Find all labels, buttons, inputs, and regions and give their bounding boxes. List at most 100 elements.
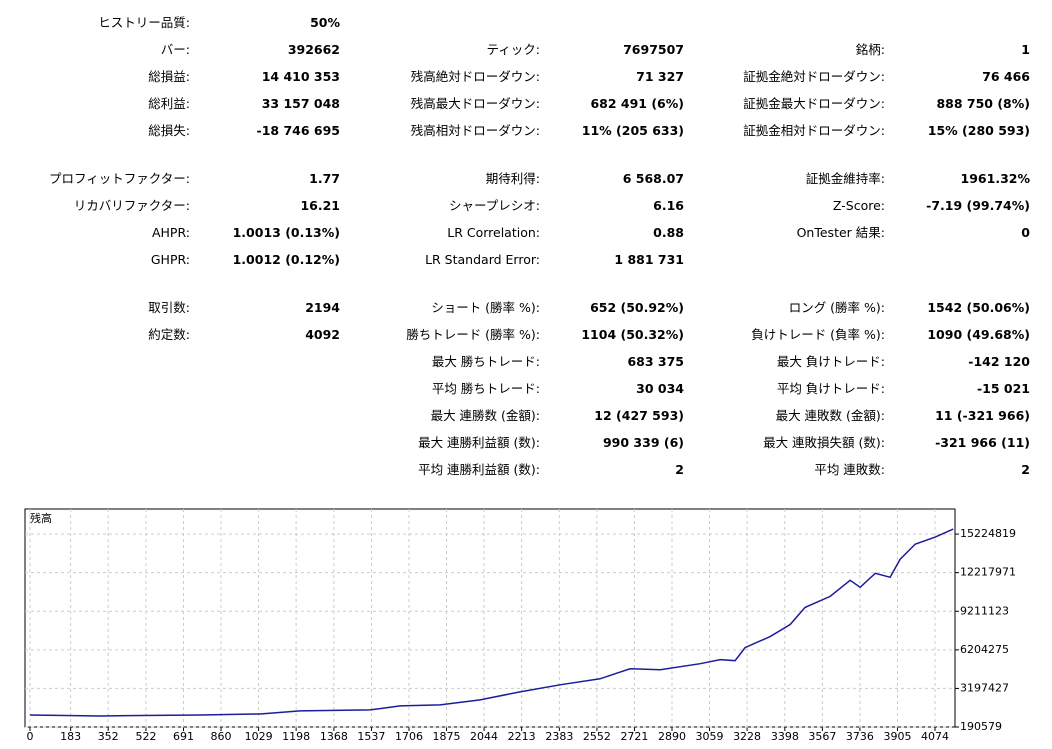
stat-value: 16.21	[300, 198, 340, 213]
stats-row: プロフィットファクター: 1.77 期待利得: 6 568.07 証拠金維持率: 1961…	[0, 165, 1052, 192]
x-tick-label: 2383	[545, 730, 573, 743]
stat-label: ロング (勝率 %):	[788, 300, 885, 315]
stat-label: プロフィットファクター:	[49, 171, 190, 186]
stat-value: 7697507	[623, 42, 684, 57]
stat-value: 2	[1021, 462, 1030, 477]
x-tick-label: 2890	[658, 730, 686, 743]
stat-value: 652 (50.92%)	[590, 300, 684, 315]
stat-value: 15% (280 593)	[927, 123, 1030, 138]
stats-section: プロフィットファクター: 1.77 期待利得: 6 568.07 証拠金維持率: 1961…	[0, 165, 1052, 273]
stat-value: 33 157 048	[261, 96, 340, 111]
stat-label: バー:	[160, 42, 190, 57]
stat-label: 総損失:	[148, 123, 190, 138]
stats-row: 平均 連勝利益額 (数): 2 平均 連敗数: 2	[0, 456, 1052, 483]
stat-value: 1090 (49.68%)	[927, 327, 1030, 342]
x-tick-label: 860	[211, 730, 232, 743]
stats: ヒストリー品質: 50% バー: 392662 ティック: 7697507 銘柄: 1 総損益:…	[0, 9, 1052, 504]
stat-label: 残高最大ドローダウン:	[410, 96, 540, 111]
stats-row: 最大 連勝利益額 (数): 990 339 (6) 最大 連敗損失額 (数): -32…	[0, 429, 1052, 456]
stat-value: 0	[1021, 225, 1030, 240]
y-tick-label: 6204275	[960, 643, 1009, 656]
chart-title: 残高	[30, 511, 52, 525]
x-tick-label: 2552	[583, 730, 611, 743]
x-tick-label: 3059	[696, 730, 724, 743]
stat-label: シャープレシオ:	[449, 198, 540, 213]
stat-value: 12 (427 593)	[594, 408, 684, 423]
stat-value: 30 034	[636, 381, 684, 396]
x-tick-label: 1706	[395, 730, 423, 743]
stat-value: -142 120	[968, 354, 1030, 369]
x-tick-label: 3905	[883, 730, 911, 743]
x-tick-label: 3736	[846, 730, 874, 743]
stat-label: リカバリファクター:	[73, 198, 190, 213]
stat-label: 平均 負けトレード:	[776, 381, 885, 396]
x-tick-label: 2044	[470, 730, 498, 743]
y-tick-label: 190579	[960, 720, 1002, 733]
stats-row: 平均 勝ちトレード: 30 034 平均 負けトレード: -15 021	[0, 375, 1052, 402]
stat-value: 4092	[305, 327, 340, 342]
stats-row: 最大 勝ちトレード: 683 375 最大 負けトレード: -142 120	[0, 348, 1052, 375]
x-tick-label: 1537	[357, 730, 385, 743]
stat-value: 1961.32%	[960, 171, 1030, 186]
stat-label: GHPR:	[150, 252, 190, 267]
stat-label: 負けトレード (負率 %):	[751, 327, 885, 342]
stat-label: 総損益:	[148, 69, 190, 84]
stat-label: 証拠金相対ドローダウン:	[743, 123, 885, 138]
stat-label: 残高絶対ドローダウン:	[410, 69, 540, 84]
stat-value: 14 410 353	[261, 69, 340, 84]
stat-label: 残高相対ドローダウン:	[410, 123, 540, 138]
balance-line	[29, 528, 954, 717]
stat-label: 銘柄:	[855, 42, 885, 57]
x-tick-label: 522	[135, 730, 156, 743]
stat-label: 約定数:	[148, 327, 190, 342]
stat-label: 最大 勝ちトレード:	[431, 354, 540, 369]
x-tick-label: 183	[60, 730, 81, 743]
x-tick-label: 0	[27, 730, 34, 743]
stat-label: ショート (勝率 %):	[431, 300, 540, 315]
stat-label: 総利益:	[148, 96, 190, 111]
stat-value: 6.16	[653, 198, 684, 213]
stats-row: 総損失: -18 746 695 残高相対ドローダウン: 11% (205 633) 証…	[0, 117, 1052, 144]
y-tick-label: 15224819	[960, 527, 1016, 540]
stat-value: -15 021	[976, 381, 1030, 396]
stat-label: 最大 負けトレード:	[776, 354, 885, 369]
stat-label: 最大 連敗損失額 (数):	[763, 435, 885, 450]
stat-label: AHPR:	[151, 225, 190, 240]
x-tick-label: 1029	[245, 730, 273, 743]
stat-value: 683 375	[627, 354, 684, 369]
stat-value: 1542 (50.06%)	[927, 300, 1030, 315]
stat-value: 2	[675, 462, 684, 477]
stat-label: 平均 勝ちトレード:	[431, 381, 540, 396]
stat-value: 6 568.07	[622, 171, 684, 186]
stat-value: -321 966 (11)	[935, 435, 1030, 450]
stats-row: バー: 392662 ティック: 7697507 銘柄: 1	[0, 36, 1052, 63]
stat-label: LR Correlation:	[447, 225, 540, 240]
stat-value: 682 491 (6%)	[590, 96, 684, 111]
stats-row: 取引数: 2194 ショート (勝率 %): 652 (50.92%) ロング (勝率 …	[0, 294, 1052, 321]
x-tick-label: 2213	[508, 730, 536, 743]
stat-label: 最大 連勝利益額 (数):	[418, 435, 540, 450]
x-tick-label: 1875	[433, 730, 461, 743]
stat-value: 1104 (50.32%)	[581, 327, 684, 342]
stat-value: 11% (205 633)	[581, 123, 684, 138]
stat-label: 証拠金維持率:	[805, 171, 885, 186]
x-tick-label: 3567	[808, 730, 836, 743]
stat-label: LR Standard Error:	[425, 252, 540, 267]
stat-label: Z-Score:	[832, 198, 885, 213]
stats-row: 総利益: 33 157 048 残高最大ドローダウン: 682 491 (6%) 証拠金…	[0, 90, 1052, 117]
stat-value: 1	[1021, 42, 1030, 57]
stat-value: 1 881 731	[614, 252, 684, 267]
x-tick-label: 691	[173, 730, 194, 743]
stat-value: 76 466	[982, 69, 1030, 84]
x-tick-label: 3398	[771, 730, 799, 743]
stats-row: AHPR: 1.0013 (0.13%) LR Correlation: 0.88 On…	[0, 219, 1052, 246]
x-tick-label: 352	[98, 730, 119, 743]
stat-label: ヒストリー品質:	[98, 15, 190, 30]
stat-label: 取引数:	[148, 300, 190, 315]
y-tick-label: 3197427	[960, 681, 1009, 694]
y-tick-label: 12217971	[960, 566, 1016, 579]
stat-value: 888 750 (8%)	[936, 96, 1030, 111]
x-tick-label: 3228	[733, 730, 761, 743]
